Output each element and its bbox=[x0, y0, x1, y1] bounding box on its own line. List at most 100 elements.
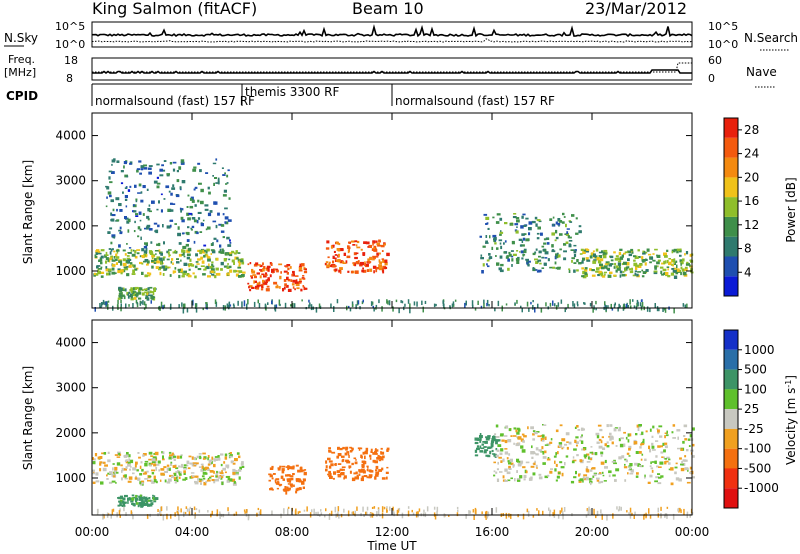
echo-cell bbox=[659, 435, 663, 438]
echo-cell bbox=[626, 302, 628, 308]
echo-cell bbox=[114, 466, 118, 471]
echo-cell bbox=[248, 285, 253, 288]
echo-cell bbox=[176, 470, 180, 474]
echo-cell bbox=[583, 249, 586, 252]
echo-cell bbox=[581, 434, 583, 437]
echo-cell bbox=[684, 268, 688, 271]
echo-cell bbox=[625, 262, 630, 266]
echo-cell bbox=[176, 455, 180, 459]
echo-cell bbox=[358, 469, 361, 472]
echo-cell bbox=[511, 240, 515, 245]
echo-cell bbox=[141, 482, 144, 485]
echo-cell bbox=[330, 303, 332, 309]
echo-cell bbox=[504, 439, 508, 444]
echo-cell bbox=[175, 471, 178, 473]
echo-cell bbox=[109, 471, 113, 474]
echo-cell bbox=[592, 475, 595, 478]
echo-cell bbox=[356, 506, 358, 511]
echo-cell bbox=[361, 460, 366, 464]
echo-cell bbox=[664, 435, 666, 439]
echo-cell bbox=[155, 229, 159, 234]
echo-cell bbox=[343, 508, 345, 513]
echo-cell bbox=[113, 272, 117, 274]
echo-cell bbox=[443, 303, 445, 309]
echo-cell bbox=[108, 248, 112, 250]
echo-cell bbox=[298, 282, 302, 284]
echo-cell bbox=[123, 161, 127, 165]
echo-cell bbox=[671, 251, 674, 254]
echo-cell bbox=[604, 466, 608, 469]
echo-cell bbox=[507, 267, 510, 271]
echo-cell bbox=[259, 275, 262, 279]
echo-cell bbox=[515, 230, 519, 234]
echo-cell bbox=[96, 252, 98, 255]
echo-cell bbox=[217, 181, 220, 185]
echo-cell bbox=[249, 262, 252, 265]
echo-cell bbox=[193, 219, 197, 223]
echo-cell bbox=[194, 462, 197, 466]
echo-cell bbox=[554, 261, 557, 265]
echo-cell bbox=[662, 268, 667, 272]
echo-cell bbox=[147, 274, 151, 277]
echo-cell bbox=[215, 182, 219, 184]
echo-cell bbox=[143, 502, 148, 506]
echo-cell bbox=[684, 266, 688, 269]
echo-cell bbox=[604, 304, 606, 308]
echo-cell bbox=[197, 249, 201, 252]
echo-cell bbox=[183, 511, 185, 518]
echo-cell bbox=[509, 223, 514, 225]
y-tick-label: 1000 bbox=[55, 471, 86, 485]
echo-cell bbox=[636, 424, 640, 428]
echo-cell bbox=[656, 465, 659, 468]
echo-cell bbox=[233, 304, 235, 309]
echo-cell bbox=[387, 300, 389, 305]
echo-cell bbox=[163, 267, 167, 271]
echo-cell bbox=[689, 259, 692, 262]
echo-cell bbox=[178, 304, 180, 308]
echo-cell bbox=[280, 513, 282, 519]
echo-cell bbox=[376, 267, 379, 270]
echo-cell bbox=[471, 300, 474, 307]
echo-cell bbox=[508, 465, 511, 469]
echo-cell bbox=[582, 251, 586, 254]
colorbar-swatch bbox=[724, 118, 738, 138]
echo-cell bbox=[538, 255, 541, 258]
echo-cell bbox=[613, 251, 616, 254]
echo-cell bbox=[129, 185, 132, 188]
echo-cell bbox=[177, 232, 181, 237]
echo-cell bbox=[628, 466, 632, 470]
echo-cell bbox=[195, 253, 198, 257]
echo-cell bbox=[105, 251, 108, 255]
echo-cell bbox=[164, 479, 167, 483]
echo-cell bbox=[127, 497, 130, 500]
echo-cell bbox=[348, 465, 351, 469]
echo-cell bbox=[644, 458, 647, 461]
echo-cell bbox=[516, 250, 519, 252]
echo-cell bbox=[296, 287, 300, 290]
echo-cell bbox=[336, 470, 341, 473]
echo-cell bbox=[507, 460, 512, 463]
echo-cell bbox=[604, 443, 607, 447]
echo-cell bbox=[610, 259, 614, 262]
echo-cell bbox=[221, 469, 223, 473]
echo-cell bbox=[384, 259, 388, 263]
echo-cell bbox=[651, 461, 656, 463]
echo-cell bbox=[606, 267, 610, 270]
echo-cell bbox=[275, 285, 279, 289]
echo-cell bbox=[153, 262, 157, 264]
echo-cell bbox=[573, 262, 577, 264]
echo-cell bbox=[287, 267, 290, 271]
echo-cell bbox=[519, 251, 521, 253]
echo-cell bbox=[315, 511, 317, 515]
echo-cell bbox=[486, 263, 488, 266]
echo-cell bbox=[491, 445, 494, 448]
echo-cell bbox=[657, 265, 659, 268]
echo-cell bbox=[143, 301, 146, 306]
echo-cell bbox=[504, 451, 509, 455]
echo-cell bbox=[489, 235, 491, 239]
echo-cell bbox=[623, 431, 626, 434]
echo-cell bbox=[355, 244, 358, 247]
echo-cell bbox=[540, 307, 543, 313]
echo-cell bbox=[397, 508, 400, 513]
echo-cell bbox=[633, 441, 638, 445]
